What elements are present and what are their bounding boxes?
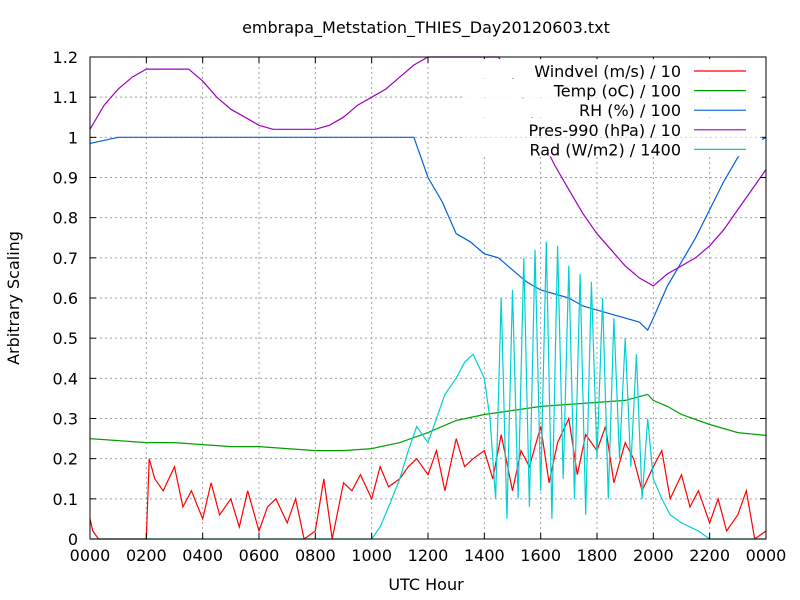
- x-tick-label: 0000: [746, 546, 787, 565]
- legend-bg: [462, 117, 762, 137]
- y-tick-label: 0.3: [53, 410, 78, 429]
- y-tick-label: 0.8: [53, 209, 78, 228]
- legend-bg: [462, 78, 762, 98]
- y-tick-label: 0.4: [53, 369, 78, 388]
- plot-frame: [89, 56, 767, 540]
- y-tick-label: 0.9: [53, 169, 78, 188]
- y-axis-label: Arbitrary Scaling: [4, 231, 23, 365]
- y-tick-label: 0.5: [53, 329, 78, 348]
- x-tick-label: 2200: [689, 546, 730, 565]
- y-tick-label: 0.6: [53, 289, 78, 308]
- y-tick-label: 0: [68, 530, 78, 549]
- x-tick-label: 1200: [408, 546, 449, 565]
- legend-bg: [462, 98, 762, 118]
- x-tick-label: 2000: [633, 546, 674, 565]
- ticks-layer: 0 0.1 0.2 0.3 0.4 0.5 0.6 0.7 0.8 0.9 1 1.1 1.2 0000 0…: [53, 48, 787, 565]
- x-tick-label: 1800: [577, 546, 618, 565]
- series-line-4: [90, 241, 766, 540]
- x-axis-label: UTC Hour: [388, 575, 464, 594]
- y-tick-label: 1.1: [53, 88, 78, 107]
- x-tick-label: 0200: [126, 546, 167, 565]
- x-tick-label: 0400: [182, 546, 223, 565]
- series-line-0: [89, 416, 767, 541]
- legend-label: Temp (oC) / 100: [553, 82, 681, 101]
- x-tick-label: 0600: [239, 546, 280, 565]
- y-tick-label: 1.2: [53, 48, 78, 67]
- series-line-2: [89, 136, 767, 332]
- series-layer: [89, 56, 767, 541]
- legend-label: Rad (W/m2) / 1400: [529, 140, 681, 159]
- legend-label: Pres-990 (hPa) / 10: [529, 121, 681, 140]
- x-tick-label: 1000: [351, 546, 392, 565]
- legend-label: Windvel (m/s) / 10: [534, 62, 681, 81]
- series-line-1: [89, 393, 767, 452]
- x-tick-label: 1400: [464, 546, 505, 565]
- y-tick-label: 0.1: [53, 490, 78, 509]
- y-tick-label: 1: [68, 128, 78, 147]
- x-tick-label: 0000: [70, 546, 111, 565]
- y-tick-label: 0.7: [53, 249, 78, 268]
- x-tick-label: 1600: [520, 546, 561, 565]
- legend-bg: [462, 59, 762, 78]
- legend-label: RH (%) / 100: [579, 101, 681, 120]
- x-tick-label: 0800: [295, 546, 336, 565]
- y-tick-label: 0.2: [53, 450, 78, 469]
- legend-bg: [462, 137, 762, 157]
- chart-title: embrapa_Metstation_THIES_Day20120603.txt: [242, 18, 610, 38]
